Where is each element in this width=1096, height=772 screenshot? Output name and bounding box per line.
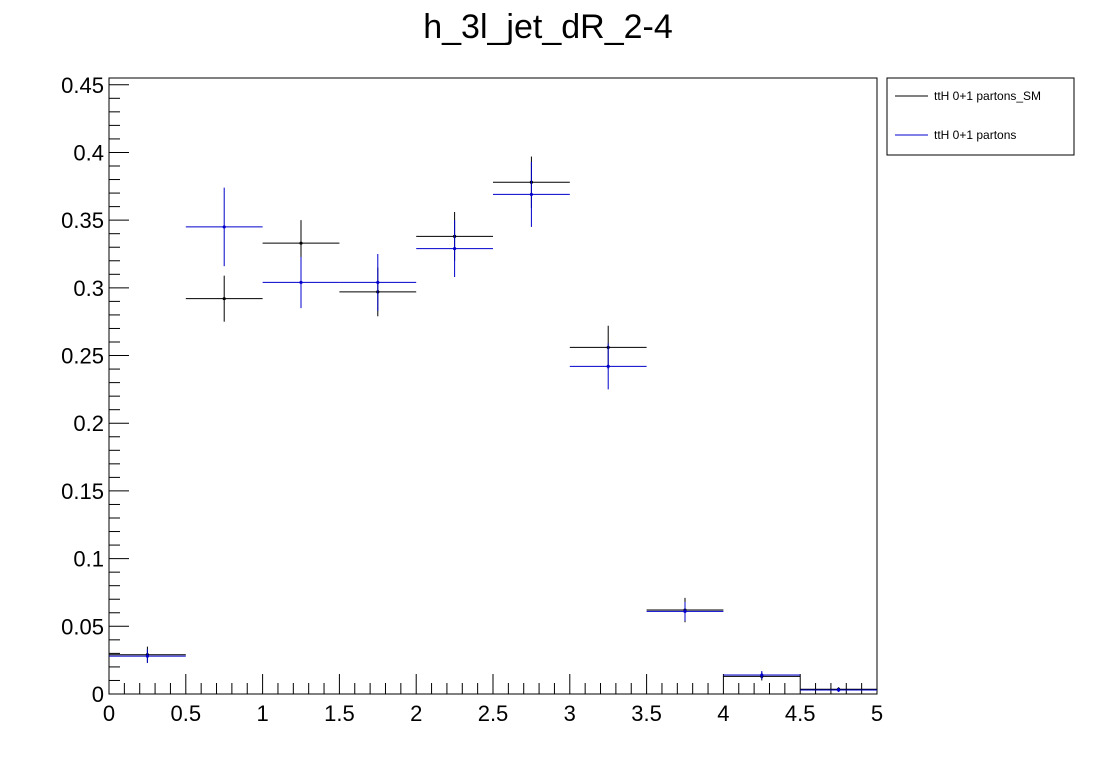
x-tick-label: 3.5 <box>631 701 662 726</box>
x-tick-label: 1 <box>256 701 268 726</box>
y-tick-label: 0.3 <box>73 276 104 301</box>
y-tick-label: 0.15 <box>61 479 104 504</box>
y-axis: 0 0.05 0.1 0.15 0.2 0.25 0.3 0.35 0.4 0.45 <box>61 73 129 707</box>
y-tick-label: 0.2 <box>73 411 104 436</box>
x-axis: 0 0.5 1 1.5 2 2.5 3 3.5 4 4.5 5 <box>103 674 883 726</box>
y-tick-label: 0.05 <box>61 614 104 639</box>
data-point <box>222 297 226 301</box>
chart-title: h_3l_jet_dR_2-4 <box>423 8 673 46</box>
data-point <box>760 673 764 677</box>
legend-label-series-1: ttH 0+1 partons <box>934 128 1016 142</box>
x-tick-label: 0.5 <box>171 701 202 726</box>
y-tick-label: 0.4 <box>73 140 104 165</box>
data-point <box>299 280 303 285</box>
data-point <box>529 192 534 197</box>
y-tick-label: 0.35 <box>61 208 104 233</box>
data-point <box>606 364 610 368</box>
plot-frame <box>108 77 878 695</box>
x-tick-label: 0 <box>103 701 115 726</box>
legend-box <box>886 77 1075 156</box>
x-tick-label: 1.5 <box>324 701 355 726</box>
data-point <box>376 280 380 285</box>
x-tick-label: 4 <box>717 701 729 726</box>
series-1 <box>109 161 877 692</box>
y-tick-label: 0.45 <box>61 73 104 98</box>
x-tick-label: 4.5 <box>785 701 816 726</box>
x-tick-label: 2.5 <box>478 701 509 726</box>
x-tick-label: 2 <box>410 701 422 726</box>
x-tick-label: 3 <box>564 701 576 726</box>
y-tick-label: 0 <box>92 682 104 707</box>
data-point <box>299 241 303 245</box>
y-tick-label: 0.1 <box>73 547 104 572</box>
legend: ttH 0+1 partons_SM ttH 0+1 partons <box>886 77 1075 156</box>
x-tick-label: 5 <box>871 701 883 726</box>
data-point <box>145 654 149 658</box>
data-layer <box>109 156 877 692</box>
data-point <box>222 225 226 229</box>
data-point <box>453 246 457 251</box>
y-tick-label: 0.25 <box>61 344 104 369</box>
data-point <box>837 688 841 692</box>
data-point <box>683 609 687 614</box>
legend-label-series-0: ttH 0+1 partons_SM <box>934 89 1041 103</box>
